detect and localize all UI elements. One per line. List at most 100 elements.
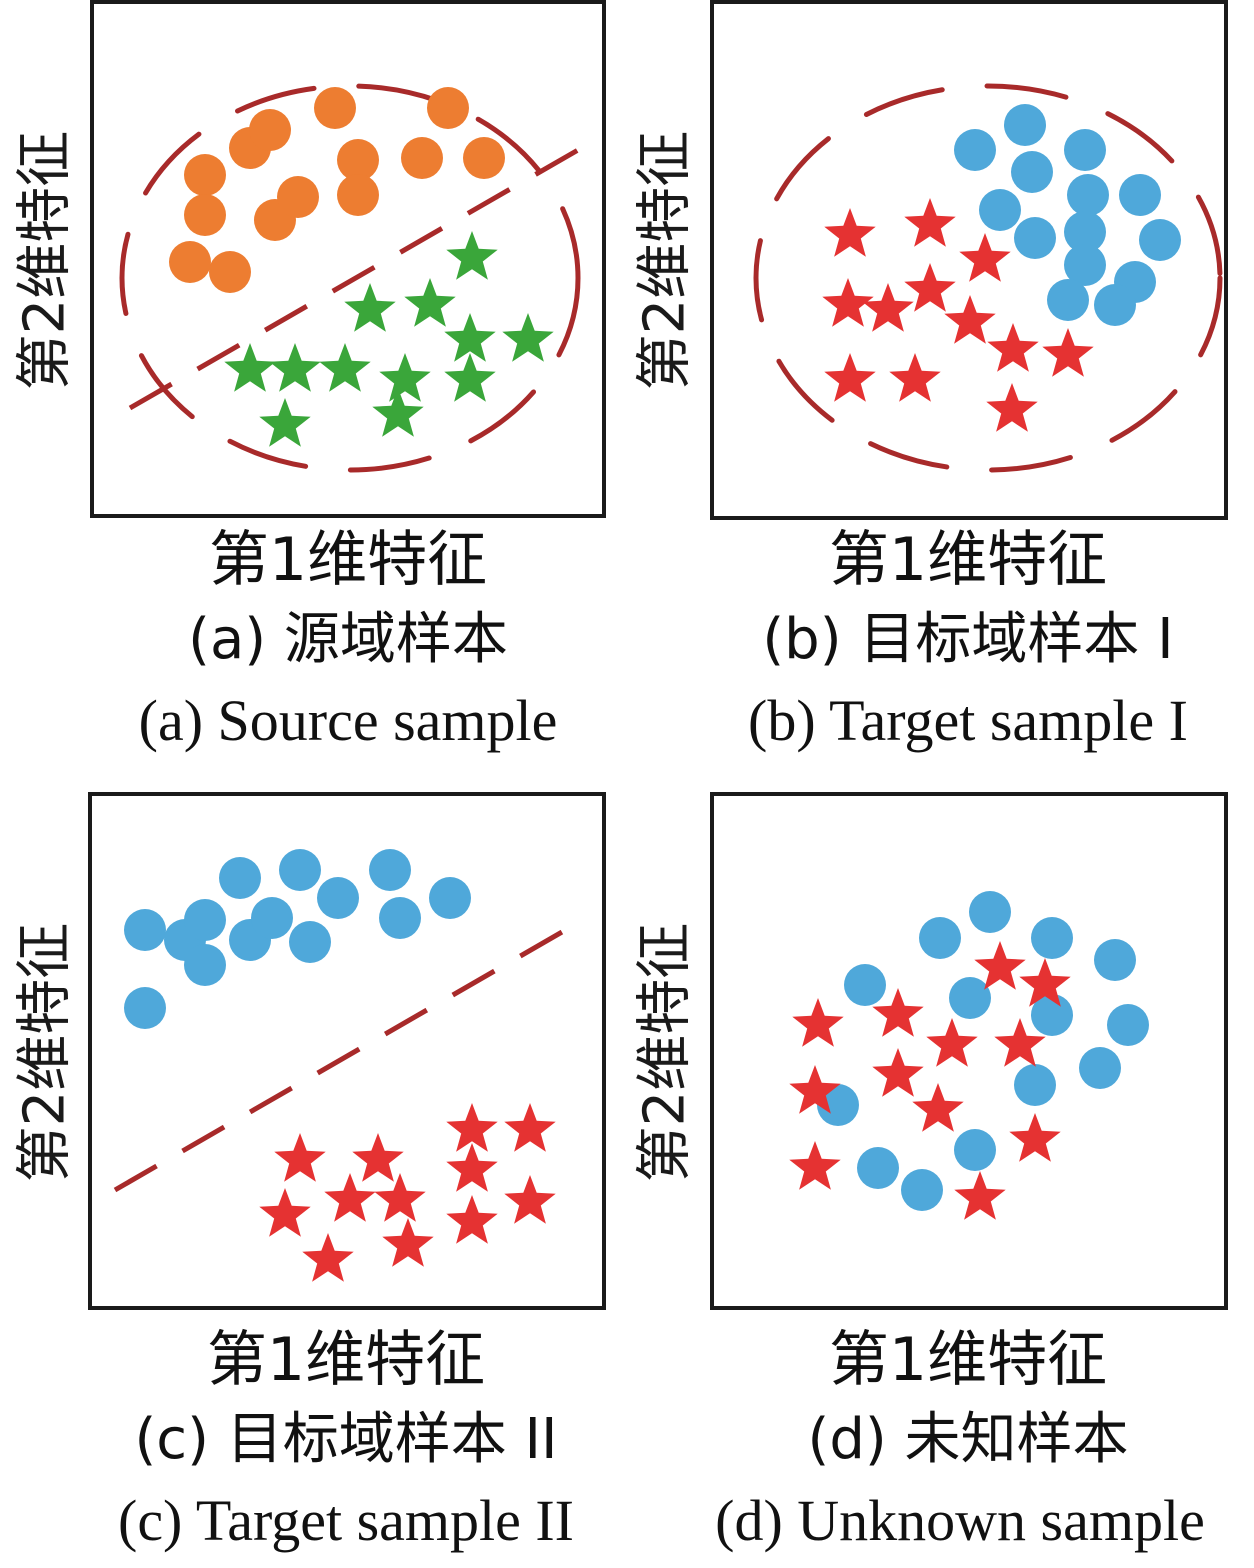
star-sample: [959, 233, 1011, 282]
circle-sample: [337, 139, 379, 181]
star-sample: [352, 1133, 404, 1182]
panel-d-caption-en: (d) Unknown sample: [715, 1488, 1205, 1553]
star-sample: [872, 1048, 924, 1097]
star-sample: [259, 398, 311, 447]
circle-sample: [1107, 1004, 1149, 1046]
circle-sample: [219, 857, 261, 899]
panel-b-caption-en: (b) Target sample I: [748, 688, 1188, 753]
plot-frame: [710, 0, 1228, 520]
circle-sample: [169, 241, 211, 283]
circle-sample: [919, 917, 961, 959]
star-sample: [379, 353, 431, 402]
star-sample: [372, 388, 424, 437]
star-sample: [344, 283, 396, 332]
star-sample: [446, 1143, 498, 1192]
panel-a-plot: [90, 0, 606, 518]
circle-sample: [1031, 917, 1073, 959]
circle-sample: [277, 176, 319, 218]
star-sample: [824, 208, 876, 257]
panel-d-xlabel: 第1维特征: [828, 1325, 1108, 1395]
star-sample: [504, 1175, 556, 1224]
circle-sample: [1047, 279, 1089, 321]
circle-sample: [124, 909, 166, 951]
circle-sample: [1031, 994, 1073, 1036]
star-sample: [274, 1133, 326, 1182]
circle-sample: [1064, 244, 1106, 286]
circle-sample: [969, 891, 1011, 933]
star-sample: [889, 353, 941, 402]
circle-sample: [401, 137, 443, 179]
circle-sample: [184, 194, 226, 236]
circle-sample: [369, 849, 411, 891]
star-sample: [954, 1171, 1006, 1220]
circle-sample: [251, 897, 293, 939]
star-sample: [904, 263, 956, 312]
circle-sample: [124, 987, 166, 1029]
panel-b-ylabel: 第2维特征: [632, 130, 698, 390]
panel-c-ylabel: 第2维特征: [12, 922, 78, 1182]
circle-sample: [1079, 1047, 1121, 1089]
circle-sample: [1067, 174, 1109, 216]
star-sample: [382, 1218, 434, 1267]
circle-sample: [844, 964, 886, 1006]
circle-sample: [289, 921, 331, 963]
cluster-ellipse: [119, 83, 581, 473]
circle-sample: [901, 1169, 943, 1211]
circle-sample: [314, 87, 356, 129]
circle-sample: [379, 897, 421, 939]
circle-sample: [1004, 104, 1046, 146]
decision-boundary-line: [113, 929, 564, 1193]
star-sample: [446, 1195, 498, 1244]
panel-c-plot: [88, 792, 606, 1310]
circle-sample: [249, 109, 291, 151]
circle-sample: [949, 977, 991, 1019]
circle-sample: [1094, 939, 1136, 981]
circle-sample: [184, 944, 226, 986]
star-sample: [824, 353, 876, 402]
panel-c-caption-cn: (c) 目标域样本 II: [134, 1407, 558, 1472]
panel-a-caption-cn: (a) 源域样本: [188, 607, 508, 672]
circle-sample: [979, 189, 1021, 231]
circle-sample: [1011, 151, 1053, 193]
circle-sample: [1064, 129, 1106, 171]
circle-sample: [1139, 219, 1181, 261]
star-sample: [1019, 958, 1071, 1007]
star-sample: [446, 1103, 498, 1152]
circle-sample: [427, 87, 469, 129]
panel-d-plot: [710, 792, 1228, 1310]
star-sample: [504, 1103, 556, 1152]
star-sample: [904, 198, 956, 247]
panel-d-caption-cn: (d) 未知样本: [807, 1407, 1129, 1472]
panel-c-caption-en: (c) Target sample II: [118, 1488, 574, 1553]
circle-sample: [954, 1129, 996, 1171]
circle-sample: [279, 849, 321, 891]
star-sample: [224, 343, 276, 392]
star-sample: [862, 283, 914, 332]
panel-c-xlabel: 第1维特征: [206, 1325, 486, 1395]
panel-a-xlabel: 第1维特征: [208, 525, 488, 595]
circle-sample: [317, 877, 359, 919]
circle-sample: [184, 154, 226, 196]
plot-frame: [88, 792, 606, 1310]
panel-b-xlabel: 第1维特征: [828, 525, 1108, 595]
star-sample: [444, 313, 496, 362]
star-sample: [926, 1018, 978, 1067]
cluster-ellipse: [753, 83, 1223, 473]
circle-sample: [857, 1147, 899, 1189]
circle-sample: [1014, 1064, 1056, 1106]
star-sample: [792, 998, 844, 1047]
star-sample: [912, 1083, 964, 1132]
circle-sample: [1119, 174, 1161, 216]
circle-sample: [429, 877, 471, 919]
star-sample: [789, 1065, 841, 1114]
star-sample: [324, 1173, 376, 1222]
panel-a-ylabel: 第2维特征: [12, 130, 78, 390]
circle-sample: [337, 174, 379, 216]
star-sample: [502, 313, 554, 362]
circle-sample: [1014, 217, 1056, 259]
panel-b-caption-cn: (b) 目标域样本 I: [762, 607, 1174, 672]
panel-a-caption-en: (a) Source sample: [138, 688, 558, 753]
circle-sample: [1064, 211, 1106, 253]
star-sample: [404, 278, 456, 327]
